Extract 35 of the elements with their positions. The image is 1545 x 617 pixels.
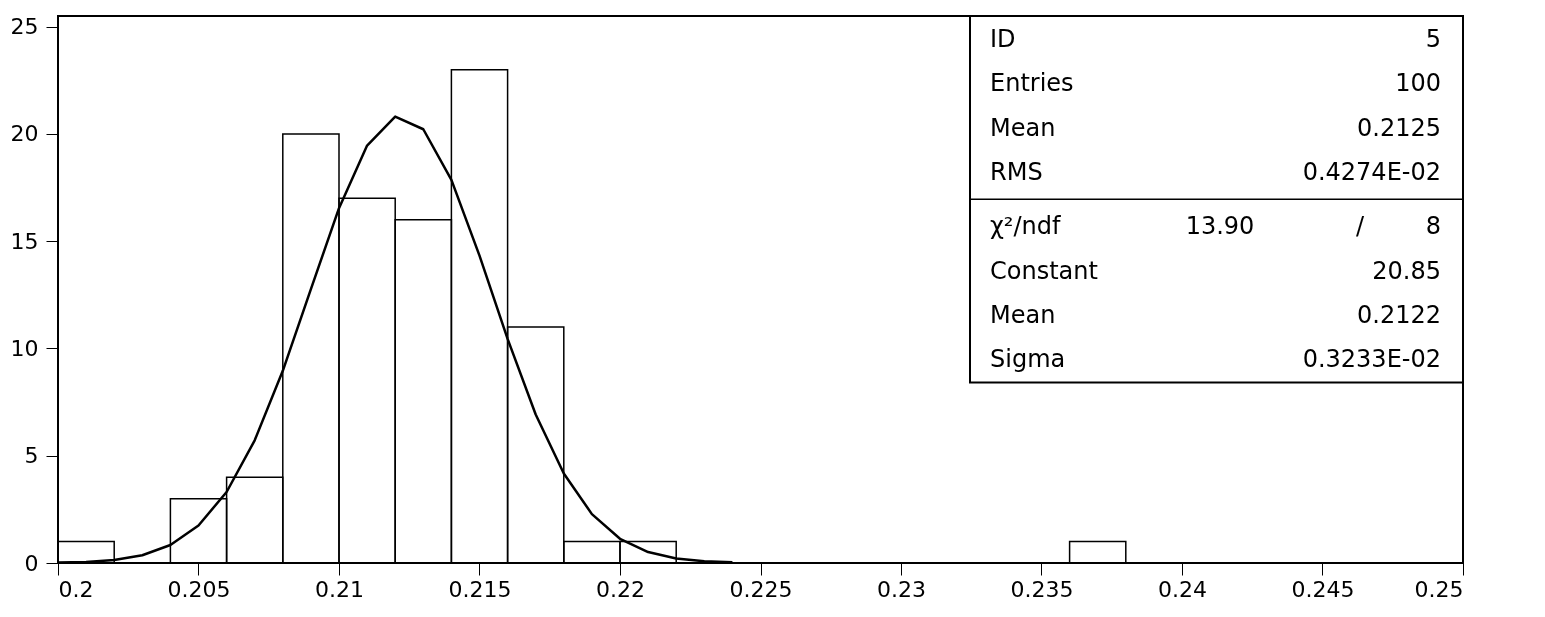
annotation: Sigma bbox=[990, 345, 1066, 374]
annotation: Mean bbox=[990, 113, 1056, 142]
x-tick-label: 0.235 bbox=[1010, 576, 1074, 602]
annotation: Mean bbox=[990, 300, 1056, 329]
annotation: Constant bbox=[990, 256, 1098, 285]
x-tick-label: 0.22 bbox=[596, 576, 645, 602]
x-tick-label: 0.225 bbox=[729, 576, 793, 602]
x-tick-label: 0.205 bbox=[167, 576, 231, 602]
annotation: 0.4274E-02 bbox=[1302, 157, 1441, 186]
annotation: 20.85 bbox=[1372, 256, 1441, 285]
annotation: 13.90 bbox=[1185, 212, 1255, 241]
x-tick-label: 0.23 bbox=[877, 576, 926, 602]
annotation: 0.2122 bbox=[1357, 300, 1441, 329]
annotation: 8 bbox=[1425, 212, 1441, 241]
x-tick-label: 0.25 bbox=[1414, 576, 1464, 602]
annotation: 5 bbox=[1425, 25, 1441, 53]
annotation: RMS bbox=[990, 157, 1043, 186]
annotation: 0.2125 bbox=[1357, 113, 1441, 142]
y-tick-label: 5 bbox=[24, 443, 39, 469]
annotation: 100 bbox=[1395, 69, 1441, 98]
annotation: Entries bbox=[990, 69, 1074, 98]
x-tick-label: 0.215 bbox=[448, 576, 512, 602]
annotation: 0.3233E-02 bbox=[1302, 345, 1441, 374]
annotation: ID bbox=[990, 25, 1016, 53]
y-tick-label: 20 bbox=[10, 121, 39, 147]
annotation: / bbox=[1355, 212, 1365, 241]
x-tick-label: 0.2 bbox=[58, 576, 94, 602]
x-tick-label: 0.21 bbox=[315, 576, 364, 602]
y-tick-label: 0 bbox=[24, 550, 39, 576]
y-tick-label: 15 bbox=[10, 228, 39, 254]
annotation: χ²/ndf bbox=[990, 212, 1062, 241]
x-tick-label: 0.24 bbox=[1158, 576, 1207, 602]
x-tick-label: 0.245 bbox=[1291, 576, 1355, 602]
y-tick-label: 10 bbox=[10, 335, 39, 361]
y-tick-label: 25 bbox=[10, 14, 39, 40]
